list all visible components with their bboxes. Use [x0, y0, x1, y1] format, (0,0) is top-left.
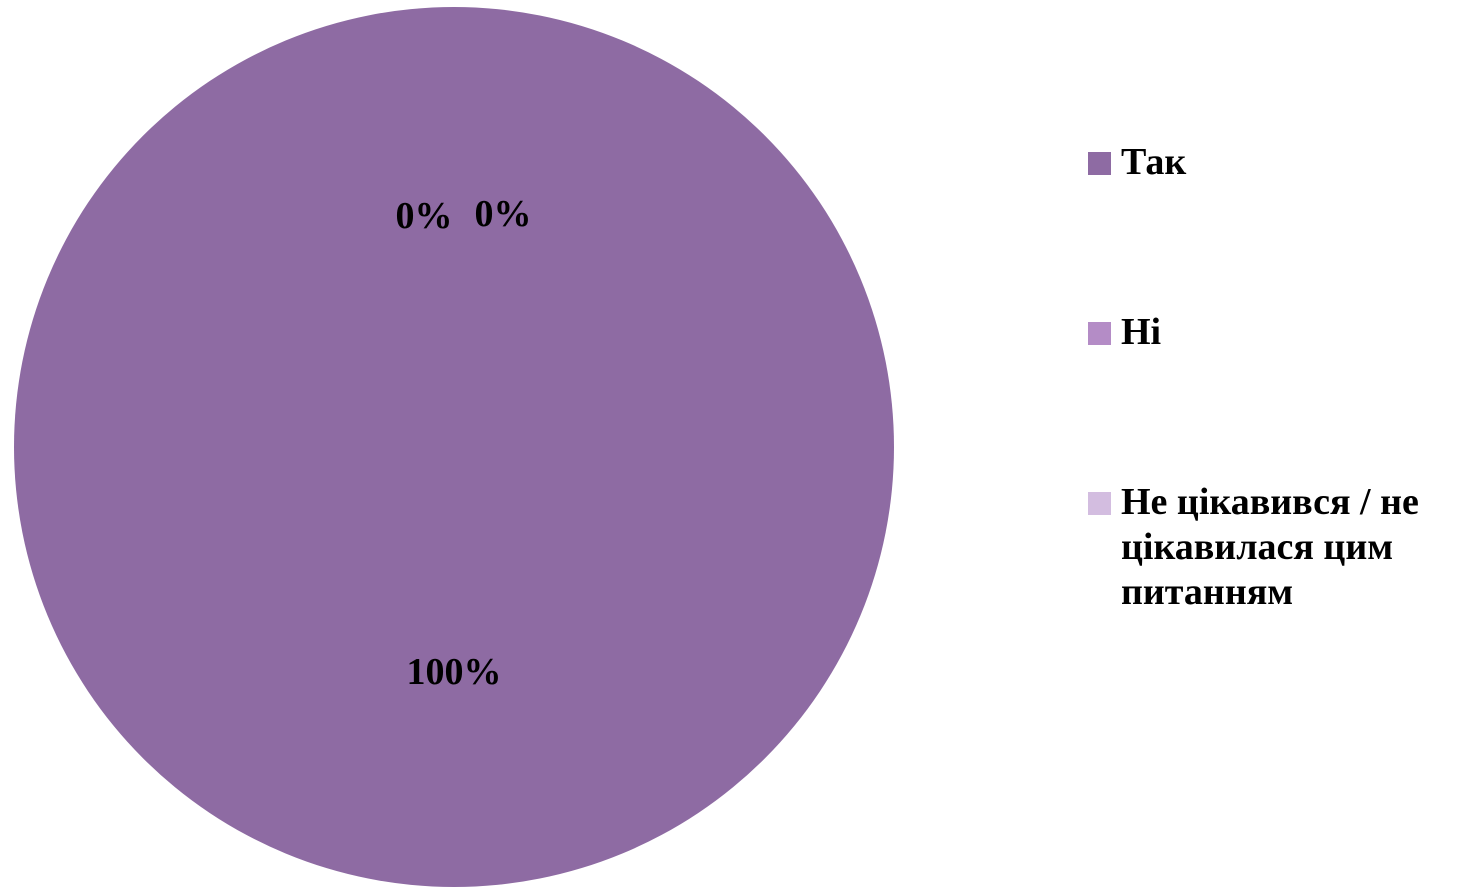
data-label-tak: 100% — [407, 651, 502, 693]
legend-label-ni: Ні — [1121, 311, 1162, 353]
legend-swatch-not-interested — [1088, 492, 1111, 515]
legend-swatch-ni — [1088, 322, 1111, 345]
pie-slice-tak — [14, 7, 894, 887]
legend-label-not-interested: Не цікавився / не цікавилася цим питання… — [1121, 481, 1419, 613]
legend-item-tak: Так — [1088, 140, 1466, 185]
legend-label-tak: Так — [1121, 141, 1187, 183]
data-label-ni: 0% — [396, 195, 453, 237]
legend-item-not-interested: Не цікавився / не цікавилася цим питання… — [1088, 480, 1466, 615]
data-label-not-interested: 0% — [475, 193, 532, 235]
legend-swatch-tak — [1088, 152, 1111, 175]
legend-item-ni: Ні — [1088, 310, 1466, 355]
